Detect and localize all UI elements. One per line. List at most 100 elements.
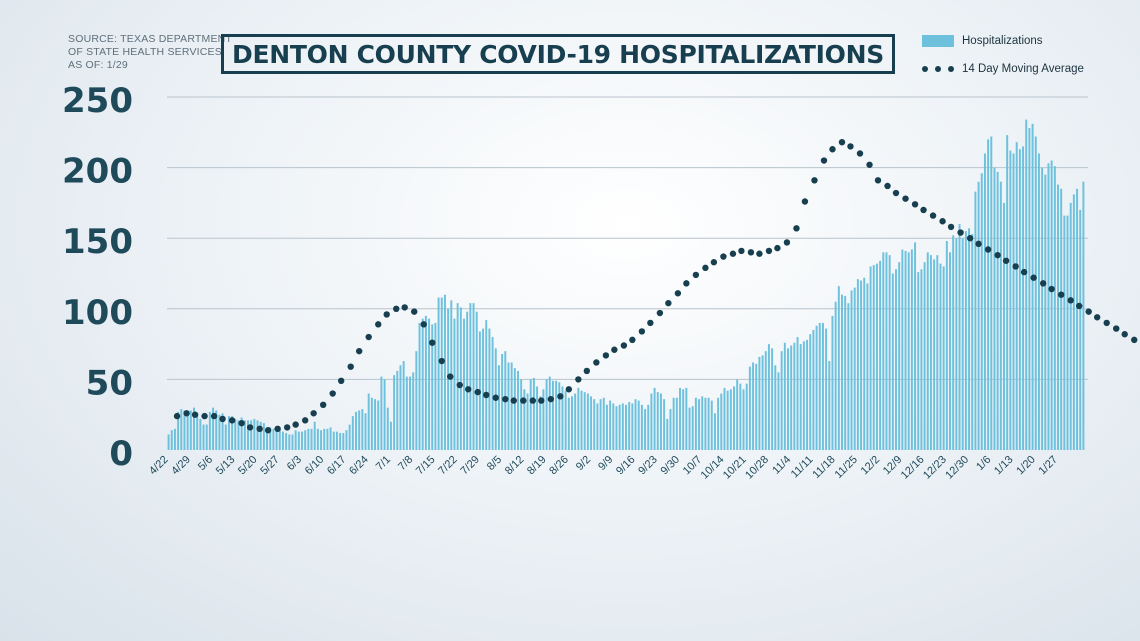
moving-average-point-9 [256, 425, 263, 433]
moving-average-point-74 [847, 143, 854, 150]
moving-average-point-29 [438, 357, 445, 365]
bar-254 [974, 191, 977, 450]
bar-169 [704, 397, 707, 450]
bar-210 [834, 301, 837, 450]
moving-average-point-97 [1057, 291, 1065, 298]
x-tick-label-16: 8/12 [503, 454, 527, 478]
source-note: SOURCE: TEXAS DEPARTMENT OF STATE HEALTH… [68, 33, 232, 72]
bar-102 [491, 337, 494, 450]
bar-22 [237, 420, 240, 450]
bar-231 [901, 249, 904, 450]
bar-215 [850, 290, 853, 450]
bar-88 [447, 308, 450, 450]
bar-92 [459, 307, 462, 450]
bar-203 [812, 329, 815, 450]
moving-average-point-37 [510, 397, 517, 404]
y-tick-label-100: 100 [62, 293, 133, 333]
moving-average-point-64 [756, 250, 763, 257]
bar-66 [377, 400, 380, 450]
bar-287 [1079, 209, 1082, 450]
bar-160 [675, 397, 678, 450]
bar-122 [555, 380, 558, 450]
y-axis-tick-labels: 0 50 100 150 200 250 [62, 81, 133, 474]
bar-127 [571, 396, 573, 450]
bar-268 [1018, 149, 1021, 450]
bar-267 [1015, 142, 1018, 450]
bar-242 [936, 255, 939, 450]
bar-68 [383, 379, 386, 450]
bar-131 [583, 392, 586, 450]
bar-214 [847, 303, 850, 450]
bar-250 [961, 238, 964, 450]
legend-item-moving-average: 14 Day Moving Average [922, 58, 1122, 80]
moving-average-point-58 [702, 264, 709, 272]
x-tick-label-17: 8/19 [525, 454, 549, 478]
bar-288 [1082, 181, 1085, 450]
bar-237 [920, 269, 923, 450]
bar-218 [860, 280, 863, 450]
bar-224 [879, 260, 882, 450]
moving-average-point-56 [683, 280, 690, 287]
bar-90 [453, 318, 456, 450]
bar-79 [418, 322, 421, 450]
bar-182 [745, 383, 748, 450]
moving-average-point-80 [902, 195, 909, 202]
moving-average-point-76 [866, 161, 873, 168]
moving-average-point-22 [375, 321, 382, 328]
bar-245 [945, 241, 948, 450]
bar-108 [510, 362, 513, 450]
moving-average-point-38 [520, 397, 527, 404]
bar-10 [199, 418, 202, 450]
bar-57 [348, 424, 351, 450]
moving-average-point-73 [838, 138, 846, 146]
bar-53 [335, 431, 338, 450]
bar-174 [720, 393, 723, 450]
bar-8 [193, 407, 195, 450]
bar-188 [764, 351, 767, 450]
bar-252 [968, 228, 971, 450]
bar-123 [558, 382, 561, 450]
bar-256 [980, 173, 983, 451]
bar-179 [736, 379, 739, 450]
bar-248 [955, 238, 958, 450]
legend-label-hospitalizations: Hospitalizations [962, 35, 1043, 47]
bar-110 [517, 370, 519, 450]
moving-average-point-71 [820, 157, 828, 164]
moving-average-point-42 [557, 393, 564, 400]
bar-263 [1003, 202, 1005, 450]
bar-219 [863, 277, 866, 450]
x-tick-label-29: 11/11 [789, 454, 816, 481]
bar-118 [542, 389, 545, 450]
legend-item-hospitalizations: Hospitalizations [922, 30, 1122, 52]
bar-104 [497, 365, 500, 450]
bar-229 [895, 269, 897, 450]
bar-91 [456, 303, 459, 450]
bar-137 [602, 397, 605, 450]
bar-228 [891, 273, 894, 450]
moving-average-point-75 [856, 150, 864, 157]
moving-average-point-35 [492, 394, 499, 401]
x-tick-label-27: 10/28 [743, 454, 771, 482]
bar-235 [914, 242, 917, 450]
bar-40 [294, 430, 297, 450]
bar-217 [856, 279, 859, 450]
bar-168 [701, 396, 704, 450]
bar-240 [929, 255, 932, 450]
moving-average-point-88 [975, 240, 982, 248]
moving-average-point-26 [411, 308, 418, 315]
bar-183 [748, 366, 751, 450]
bar-54 [339, 433, 342, 450]
bar-238 [923, 262, 926, 450]
bar-272 [1031, 123, 1034, 450]
moving-average-point-83 [929, 212, 937, 219]
bar-134 [593, 399, 596, 450]
bar-23 [240, 417, 243, 450]
bar-241 [933, 259, 936, 450]
chart-title-box: DENTON COUNTY COVID-19 HOSPITALIZATIONS [221, 34, 895, 74]
bar-67 [380, 376, 383, 450]
bar-38 [288, 434, 291, 450]
bar-26 [250, 420, 253, 450]
moving-average-point-7 [238, 419, 245, 427]
bar-33 [272, 428, 275, 450]
